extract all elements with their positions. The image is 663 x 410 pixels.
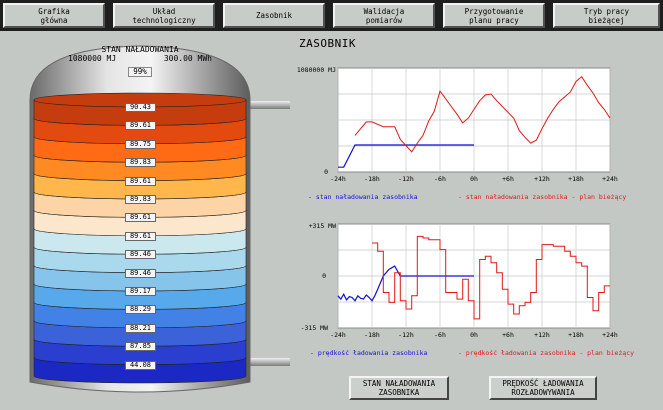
tank-header: STAN NAŁADOWANIA 1080000 MJ 300.00 MWh <box>60 45 220 63</box>
y-bottom-label: -315 MW <box>301 324 328 332</box>
nav-storage-button[interactable]: Zasobnik <box>223 3 325 28</box>
tank-layer-value: 89.61 <box>125 231 156 241</box>
tank-power-value: 300.00 MWh <box>163 54 212 63</box>
x-tick-label: +18h <box>568 175 584 183</box>
y-bottom-label: 0 <box>324 168 328 176</box>
charging-speed-button[interactable]: PRĘDKOŚĆ ŁADOWANIA ROZŁADOWYWANIA <box>489 376 597 400</box>
tank-energy-value: 1080000 MJ <box>68 54 117 63</box>
y-mid-label: 0 <box>322 272 326 280</box>
chart2-legend-actual: - prędkość ładowania zasobnika <box>310 349 428 357</box>
x-tick-label: -18h <box>364 175 380 183</box>
nav-current-mode-button[interactable]: Tryb pracy bieżącej <box>553 3 660 28</box>
x-tick-label: -6h <box>434 331 446 339</box>
series-line <box>338 144 474 168</box>
tank-layer-value: 88.29 <box>125 305 156 315</box>
x-tick-label: -24h <box>330 331 346 339</box>
upper-pipe <box>250 101 290 109</box>
x-tick-label: -12h <box>398 175 414 183</box>
tank-layer-value: 89.61 <box>125 176 156 186</box>
state-of-charge-button[interactable]: STAN NAŁADOWANIA ZASOBNIKA <box>349 376 449 400</box>
series-line <box>372 235 610 320</box>
x-tick-label: -12h <box>398 331 414 339</box>
x-tick-label: +6h <box>502 331 514 339</box>
tank-layer-value: 89.75 <box>125 139 156 149</box>
tank-layer-value: 89.61 <box>125 213 156 223</box>
x-tick-label: +24h <box>602 331 618 339</box>
top-navigation-bar: Grafika główna Układ technologiczny Zaso… <box>0 0 663 31</box>
tank-layers <box>33 92 247 384</box>
x-tick-label: +6h <box>502 175 514 183</box>
chart1-legend-plan: - stan naładowania zasobnika - plan bież… <box>458 193 627 201</box>
y-top-label: 1080000 MJ <box>297 66 336 74</box>
x-tick-label: -6h <box>434 175 446 183</box>
nav-main-graphic-button[interactable]: Grafika główna <box>3 3 105 28</box>
y-top-label: +315 MW <box>309 222 336 230</box>
tank-layer-value: 89.83 <box>125 195 156 204</box>
series-line <box>337 265 474 302</box>
chart1-legend-actual: - stan naładowania zasobnika <box>308 193 418 201</box>
x-tick-label: -24h <box>330 175 346 183</box>
tank-layer-value: 87.85 <box>125 342 156 352</box>
chart2-legend-plan: - prędkość ładowania zasobnika - plan bi… <box>458 349 635 357</box>
x-tick-label: 0h <box>470 175 478 183</box>
x-tick-label: +12h <box>534 331 550 339</box>
x-tick-label: +18h <box>568 331 584 339</box>
tank-layer-value: 44.08 <box>125 360 156 370</box>
tank-values-row: 1080000 MJ 300.00 MWh <box>60 54 220 63</box>
tank-layer-value: 90.43 <box>125 103 156 112</box>
x-tick-label: +12h <box>534 175 550 183</box>
x-tick-label: -18h <box>364 331 380 339</box>
tank-layer-value: 89.46 <box>125 250 156 260</box>
nav-plan-preparation-button[interactable]: Przygotowanie planu pracy <box>443 3 545 28</box>
tank-layer-value: 89.83 <box>125 158 156 168</box>
nav-validation-button[interactable]: Walidacja pomiarów <box>333 3 435 28</box>
x-tick-label: 0h <box>470 331 478 339</box>
storage-tank <box>29 45 290 393</box>
tank-layer-value: 89.61 <box>125 121 156 131</box>
tank-title: STAN NAŁADOWANIA <box>101 45 179 54</box>
nav-technology-layout-button[interactable]: Układ technologiczny <box>113 3 215 28</box>
page-title: ZASOBNIK <box>299 37 356 50</box>
tank-layer <box>33 92 247 126</box>
series-line <box>354 75 611 153</box>
tank-layer-value: 89.17 <box>125 287 156 296</box>
lower-pipe <box>250 358 290 366</box>
charging-speed-chart: -24h -18h -12h -6h 0h +6h +12h +18h +24h +315 MW -… <box>301 222 618 339</box>
state-of-charge-chart: -24h -18h -12h -6h 0h +6h +12h +18h +24h 1080000 … <box>297 66 618 183</box>
tank-layer-value: 88.21 <box>125 323 156 333</box>
x-tick-label: +24h <box>602 175 618 183</box>
tank-layer-value: 89.46 <box>125 268 156 278</box>
tank-percent-badge: 99% <box>128 67 152 77</box>
